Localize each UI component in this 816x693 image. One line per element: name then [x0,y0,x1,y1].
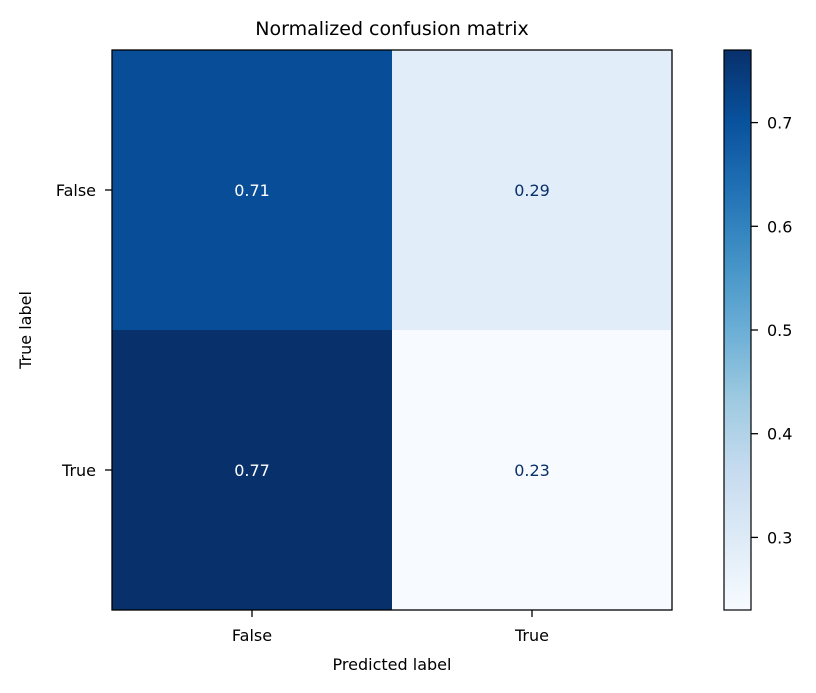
chart-title: Normalized confusion matrix [255,18,528,40]
matrix-cell [392,330,673,611]
cell-value-label: 0.71 [234,181,270,200]
x-axis-ticks: False True [232,610,549,645]
matrix-cell [112,50,393,331]
colorbar-tick-label: 0.5 [767,321,792,340]
colorbar-tick-label: 0.3 [767,528,792,547]
cell-value-label: 0.23 [514,461,550,480]
cell-value-label: 0.29 [514,181,550,200]
matrix-cells [112,50,673,611]
matrix-cell [112,330,393,611]
x-axis-label: Predicted label [333,655,452,674]
y-tick-label: True [61,461,96,480]
colorbar-tick-label: 0.7 [767,114,792,133]
plot-frame [111,49,673,611]
cell-value-label: 0.77 [234,461,270,480]
y-tick-label: False [56,181,96,200]
matrix-cell-labels: 0.71 0.29 0.77 0.23 [234,181,550,480]
y-axis-label: True label [16,291,35,370]
matrix-cell [392,50,673,331]
x-tick-label: False [232,626,272,645]
x-tick-label: True [514,626,549,645]
colorbar-tick-label: 0.4 [767,425,792,444]
colorbar-tick-label: 0.6 [767,217,792,236]
y-axis-ticks: False True [56,181,112,480]
colorbar [723,49,752,611]
colorbar-ticks: 0.3 0.4 0.5 0.6 0.7 [751,114,792,547]
